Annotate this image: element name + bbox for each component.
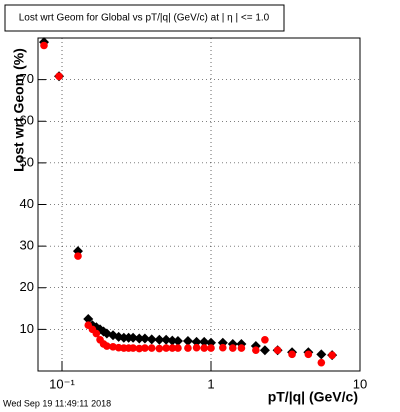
point <box>40 41 48 50</box>
point <box>304 350 313 359</box>
point <box>184 344 192 352</box>
y-tick-label: 50 <box>20 154 34 169</box>
point <box>316 349 327 360</box>
point <box>134 333 145 344</box>
y-tick-label: 60 <box>20 113 34 128</box>
y-tick-label: 40 <box>20 196 34 211</box>
y-tick-label: 30 <box>20 238 34 253</box>
point <box>200 344 208 352</box>
point <box>199 336 210 347</box>
point <box>103 342 111 350</box>
point <box>237 344 246 352</box>
point <box>191 336 202 347</box>
y-tick-label: 70 <box>20 71 34 86</box>
point <box>155 344 164 353</box>
point <box>261 335 269 344</box>
point <box>172 336 183 347</box>
point <box>206 337 217 348</box>
point <box>128 332 139 343</box>
point <box>167 335 178 346</box>
point <box>83 313 94 324</box>
point <box>147 344 156 352</box>
point <box>207 344 215 352</box>
point <box>141 344 149 352</box>
x-axis-label: pT/|q| (GeV/c) <box>268 389 358 405</box>
point <box>288 350 296 359</box>
point <box>146 334 157 345</box>
point <box>135 344 144 353</box>
point <box>109 343 117 351</box>
x-tick-label: 10 <box>353 376 367 391</box>
y-axis-label: Lost wrt Geom (%) <box>11 48 27 172</box>
point <box>139 333 150 344</box>
x-tick-label: 10⁻¹ <box>49 376 75 391</box>
footer: Wed Sep 19 11:49:11 2018 <box>3 398 111 408</box>
point <box>328 351 336 359</box>
point <box>92 329 101 338</box>
point <box>192 343 201 352</box>
point <box>252 346 260 354</box>
x-tick-label: 1 <box>207 376 214 391</box>
point <box>162 344 170 352</box>
point <box>55 72 63 81</box>
point <box>182 336 193 347</box>
y-tick-label: 20 <box>20 279 34 294</box>
point <box>74 252 82 260</box>
y-tick-label: 10 <box>20 321 34 336</box>
point <box>129 344 137 352</box>
title-box <box>4 4 285 32</box>
point <box>161 334 172 345</box>
chart-title: Lost wrt Geom for Global vs pT/|q| (GeV/… <box>19 13 270 24</box>
point <box>174 344 182 352</box>
point <box>273 346 282 354</box>
point <box>168 344 177 352</box>
point <box>154 334 165 345</box>
point <box>219 343 227 352</box>
point <box>228 344 237 352</box>
point <box>317 358 326 367</box>
point <box>259 345 270 356</box>
